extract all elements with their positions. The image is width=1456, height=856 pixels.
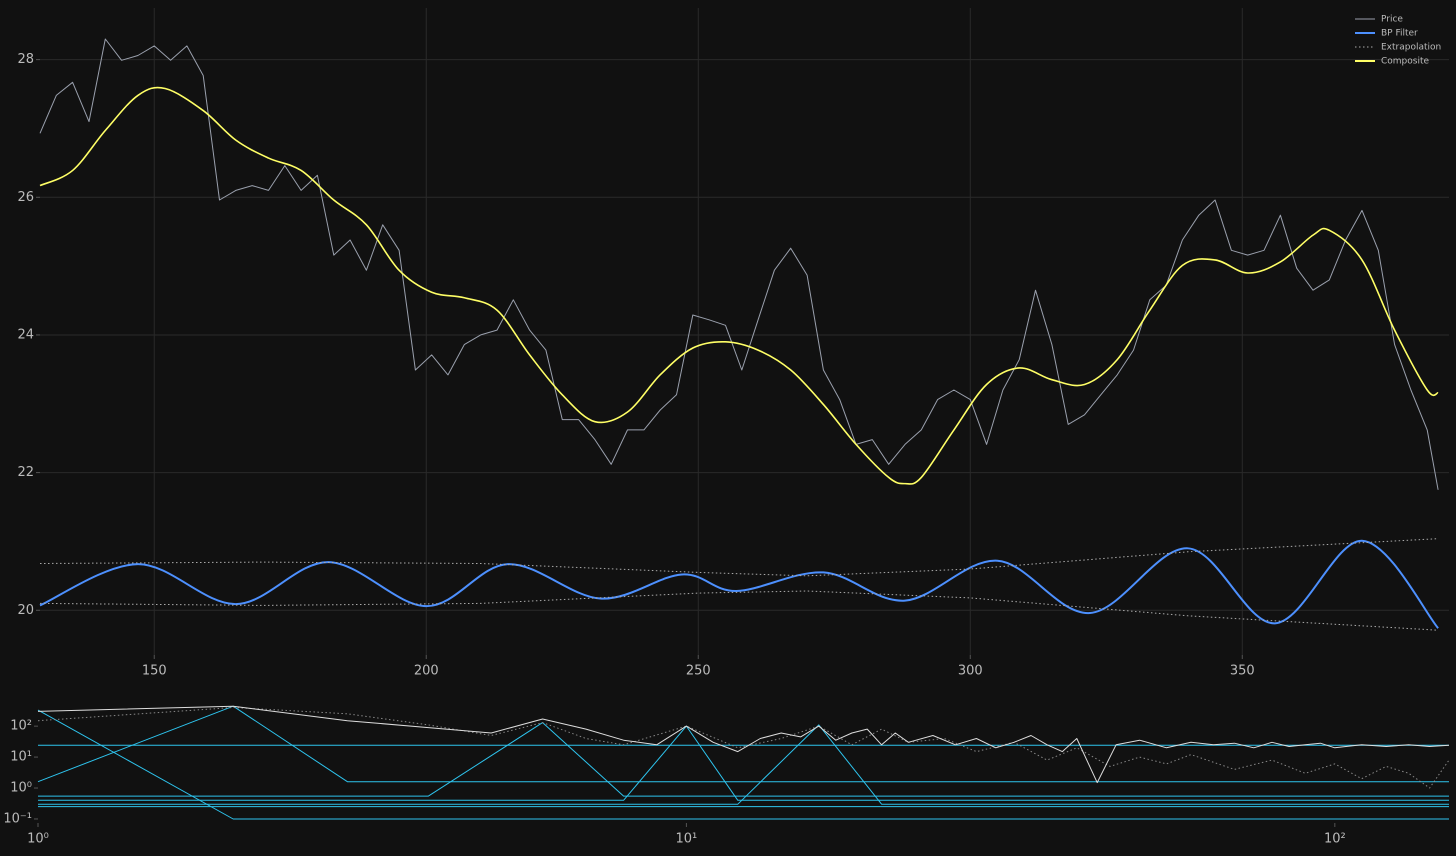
y-tick-label: 10²: [10, 719, 32, 734]
series-line: [39, 38, 1439, 490]
legend-label: Price: [1381, 15, 1403, 25]
series-line: [37, 705, 1450, 784]
y-tick-label: 22: [17, 465, 34, 480]
series-line: [38, 724, 1449, 805]
series-line: [39, 590, 1439, 631]
x-tick-label: 200: [414, 664, 439, 679]
y-tick-label: 10¹: [10, 750, 32, 765]
legend-label: BP Filter: [1381, 29, 1418, 39]
y-tick-label: 20: [17, 603, 34, 618]
series-line: [39, 538, 1439, 577]
y-tick-label: 10⁻¹: [3, 811, 32, 826]
x-tick-label: 250: [686, 664, 711, 679]
y-tick-label: 24: [17, 327, 34, 342]
x-tick-label: 10¹: [676, 832, 698, 847]
x-tick-label: 10⁰: [27, 832, 49, 847]
legend-label: Extrapolation: [1381, 43, 1441, 53]
x-tick-label: 150: [142, 664, 167, 679]
series-line: [37, 709, 1449, 820]
x-tick-label: 10²: [1324, 832, 1346, 847]
y-tick-label: 28: [17, 52, 34, 67]
series-line: [39, 86, 1439, 485]
series-line: [39, 539, 1439, 629]
x-tick-label: 350: [1230, 664, 1255, 679]
legend-label: Composite: [1381, 57, 1429, 67]
y-tick-label: 10⁰: [10, 781, 32, 796]
series-line: [37, 705, 1449, 783]
y-tick-label: 26: [17, 190, 34, 205]
x-tick-label: 300: [958, 664, 983, 679]
